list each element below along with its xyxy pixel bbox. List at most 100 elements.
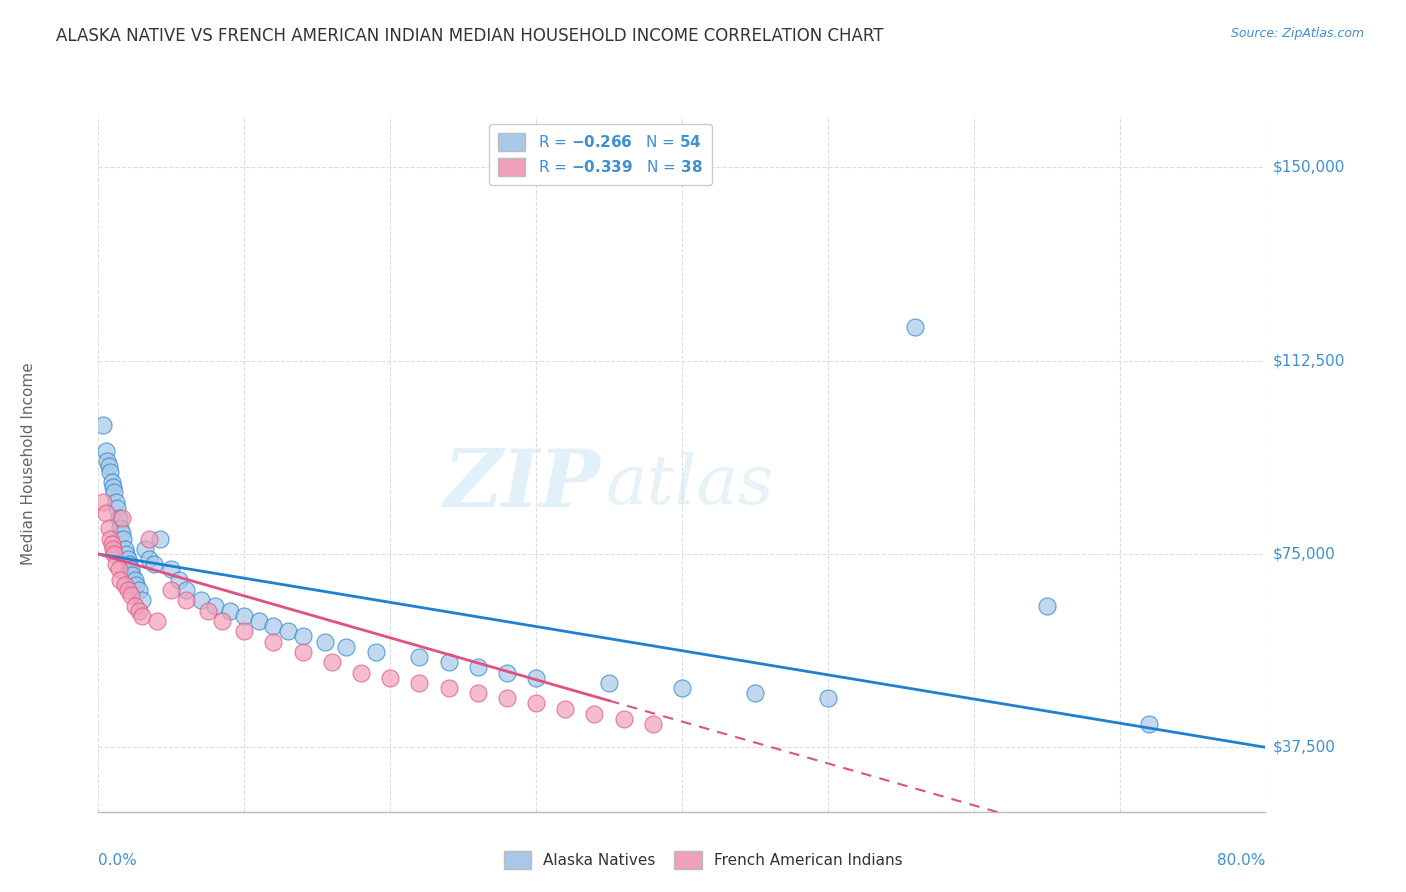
Point — [142, 558, 165, 572]
Point — [524, 697, 547, 711]
Text: Median Household Income: Median Household Income — [21, 362, 37, 566]
Point — [91, 418, 114, 433]
Point — [101, 541, 124, 556]
Point — [134, 541, 156, 556]
Point — [160, 583, 183, 598]
Text: $75,000: $75,000 — [1272, 547, 1336, 562]
Text: $112,500: $112,500 — [1272, 353, 1344, 368]
Point — [291, 630, 314, 644]
Point — [583, 706, 606, 721]
Point — [105, 500, 128, 515]
Point — [204, 599, 226, 613]
Point — [524, 671, 547, 685]
Point — [612, 712, 634, 726]
Point — [817, 691, 839, 706]
Text: Source: ZipAtlas.com: Source: ZipAtlas.com — [1230, 27, 1364, 40]
Point — [94, 506, 117, 520]
Point — [128, 604, 150, 618]
Point — [120, 588, 142, 602]
Point — [437, 681, 460, 695]
Point — [554, 701, 576, 715]
Text: $37,500: $37,500 — [1272, 739, 1336, 755]
Point — [108, 562, 131, 576]
Point — [467, 660, 489, 674]
Point — [744, 686, 766, 700]
Point — [467, 686, 489, 700]
Point — [91, 495, 114, 509]
Point — [149, 532, 172, 546]
Point — [671, 681, 693, 695]
Point — [314, 634, 336, 648]
Point — [111, 526, 134, 541]
Point — [96, 454, 118, 468]
Point — [197, 604, 219, 618]
Text: atlas: atlas — [606, 451, 775, 518]
Point — [904, 320, 927, 334]
Point — [495, 665, 517, 680]
Point — [100, 475, 122, 489]
Text: 80.0%: 80.0% — [1218, 854, 1265, 869]
Text: ALASKA NATIVE VS FRENCH AMERICAN INDIAN MEDIAN HOUSEHOLD INCOME CORRELATION CHAR: ALASKA NATIVE VS FRENCH AMERICAN INDIAN … — [56, 27, 884, 45]
Point — [262, 634, 284, 648]
Point — [408, 650, 430, 665]
Point — [124, 573, 146, 587]
Point — [211, 614, 233, 628]
Point — [112, 532, 135, 546]
Point — [160, 562, 183, 576]
Point — [233, 624, 256, 639]
Point — [167, 573, 190, 587]
Point — [114, 578, 136, 592]
Point — [110, 573, 132, 587]
Point — [120, 562, 142, 576]
Point — [1137, 717, 1160, 731]
Point — [247, 614, 270, 628]
Point — [146, 614, 169, 628]
Point — [138, 532, 160, 546]
Point — [131, 593, 153, 607]
Point — [104, 495, 127, 509]
Point — [103, 547, 125, 561]
Point — [131, 608, 153, 623]
Point — [321, 655, 343, 669]
Point — [115, 547, 138, 561]
Point — [111, 511, 134, 525]
Point — [495, 691, 517, 706]
Point — [218, 604, 240, 618]
Point — [408, 676, 430, 690]
Point — [124, 599, 146, 613]
Point — [125, 578, 148, 592]
Point — [190, 593, 212, 607]
Point — [174, 593, 197, 607]
Point — [103, 485, 125, 500]
Point — [118, 558, 141, 572]
Legend: R = $\mathbf{-0.266}$   N = $\mathbf{54}$, R = $\mathbf{-0.339}$   N = $\mathbf{: R = $\mathbf{-0.266}$ N = $\mathbf{54}$,… — [489, 124, 711, 186]
Point — [1035, 599, 1057, 613]
Text: 0.0%: 0.0% — [98, 854, 138, 869]
Point — [598, 676, 620, 690]
Point — [350, 665, 373, 680]
Point — [233, 608, 256, 623]
Point — [277, 624, 299, 639]
Point — [437, 655, 460, 669]
Point — [110, 521, 132, 535]
Legend: Alaska Natives, French American Indians: Alaska Natives, French American Indians — [498, 845, 908, 875]
Point — [128, 583, 150, 598]
Point — [121, 567, 143, 582]
Point — [100, 537, 122, 551]
Point — [104, 558, 127, 572]
Point — [378, 671, 402, 685]
Point — [97, 459, 120, 474]
Point — [117, 552, 139, 566]
Point — [364, 645, 387, 659]
Point — [97, 521, 120, 535]
Point — [138, 552, 160, 566]
Point — [101, 480, 124, 494]
Text: $150,000: $150,000 — [1272, 160, 1344, 175]
Point — [117, 583, 139, 598]
Point — [98, 465, 121, 479]
Point — [641, 717, 664, 731]
Text: ZIP: ZIP — [443, 446, 600, 524]
Point — [291, 645, 314, 659]
Point — [174, 583, 197, 598]
Point — [108, 511, 131, 525]
